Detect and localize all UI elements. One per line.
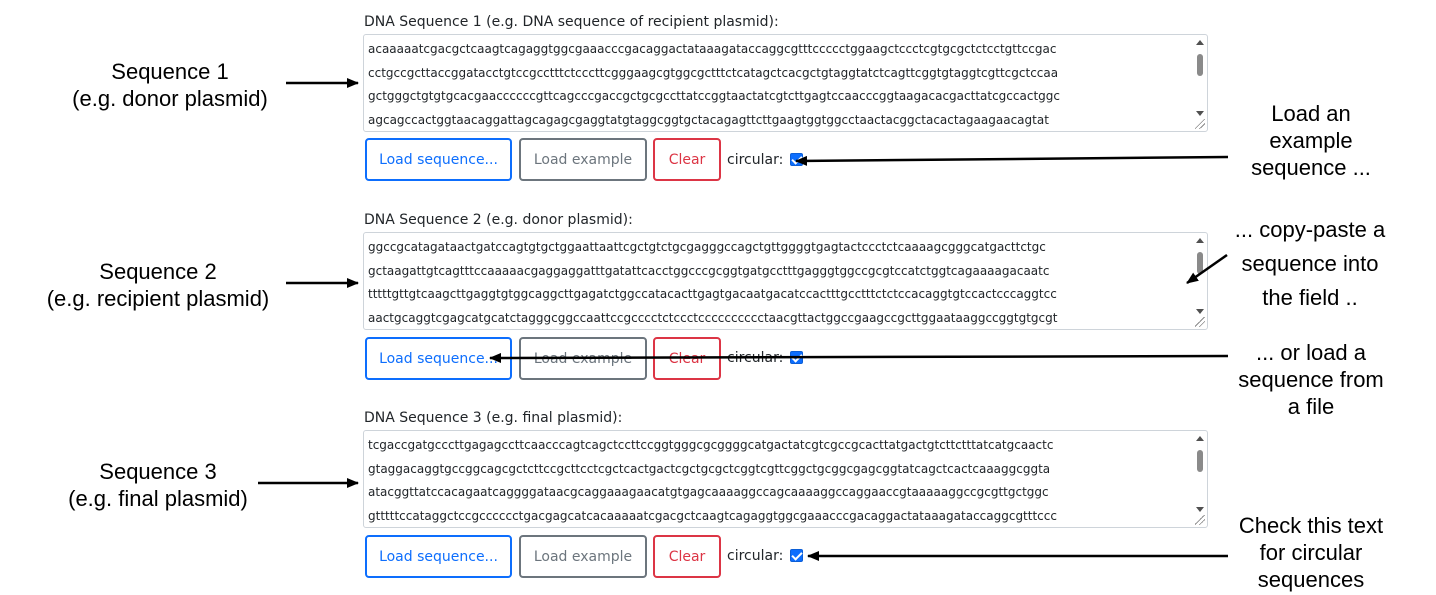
sequence-3-line: tcgaccgatgcccttgagagccttcaacccagtcagctcc… <box>368 438 1054 452</box>
arrow-copy-paste <box>1186 253 1228 285</box>
annotation-sequence-1: Sequence 1 (e.g. donor plasmid) <box>72 59 268 111</box>
arrow-load-file <box>489 352 1229 363</box>
sequence-3-clear-button[interactable]: Clear <box>653 535 721 578</box>
sequence-2-scrollbar[interactable] <box>1194 234 1206 328</box>
sequence-3-line: atacggttatccacagaatcaggggataacgcaggaaaga… <box>368 485 1049 500</box>
sequence-1-line: gctgggctgtgtgcacgaaccccccgttcagcccgaccgc… <box>368 89 1060 104</box>
scroll-thumb[interactable] <box>1197 54 1203 76</box>
annotation-sequence-2: Sequence 2 (e.g. recipient plasmid) <box>46 259 270 311</box>
sequence-1-line: cctgccgcttaccggatacctgtccgcctttctcccttcg… <box>368 65 1059 80</box>
sequence-3-textarea[interactable]: tcgaccgatgcccttgagagccttcaacccagtcagctcc… <box>363 430 1208 528</box>
scroll-up-icon[interactable] <box>1196 40 1204 45</box>
sequence-3-label: DNA Sequence 3 (e.g. final plasmid): <box>364 410 623 426</box>
resize-grip-icon[interactable] <box>1195 317 1205 327</box>
sequence-2-line: gctaagattgtcagtttccaaaaacgaggaggatttgata… <box>368 263 1050 278</box>
resize-grip-icon[interactable] <box>1195 515 1205 525</box>
arrow-load-example <box>795 155 1229 166</box>
sequence-3-line: gtaggacaggtgccggcagcgctcttccgcttcctcgctc… <box>368 461 1051 476</box>
scroll-down-icon[interactable] <box>1196 309 1204 314</box>
annotation-load-file: ... or load a sequence from a file <box>1238 340 1384 419</box>
annotation-copy-paste: ... copy-paste a sequence into the field .… <box>1234 217 1386 310</box>
sequence-3-circular-checkbox[interactable] <box>790 549 803 562</box>
resize-grip-icon[interactable] <box>1195 119 1205 129</box>
sequence-2-textarea[interactable]: ggccgcatagataactgatccagtgtgctggaattaattc… <box>363 232 1208 330</box>
annotation-sequence-3: Sequence 3 (e.g. final plasmid) <box>68 459 248 511</box>
annotation-circular: Check this text for circular sequences <box>1238 513 1384 592</box>
sequence-2-line: ggccgcatagataactgatccagtgtgctggaattaattc… <box>368 240 1046 254</box>
sequence-1-label: DNA Sequence 1 (e.g. DNA sequence of rec… <box>364 14 779 30</box>
sequence-1-circular-label: circular: <box>727 152 784 168</box>
sequence-2-line: tttttgttgtcaagcttgaggtgtggcaggcttgagatct… <box>368 287 1057 302</box>
sequence-3-scrollbar[interactable] <box>1194 432 1206 526</box>
scroll-up-icon[interactable] <box>1196 238 1204 243</box>
sequence-1-load-sequence-button[interactable]: Load sequence... <box>365 138 512 181</box>
scroll-down-icon[interactable] <box>1196 507 1204 512</box>
annotation-load-example: Load an example sequence ... <box>1251 101 1371 180</box>
sequence-1-load-example-button[interactable]: Load example <box>519 138 647 181</box>
sequence-3-load-sequence-button[interactable]: Load sequence... <box>365 535 512 578</box>
sequence-1-clear-button[interactable]: Clear <box>653 138 721 181</box>
sequence-2-load-sequence-button[interactable]: Load sequence... <box>365 337 512 380</box>
sequence-1-line: acaaaaatcgacgctcaagtcagaggtggcgaaacccgac… <box>368 42 1057 56</box>
scroll-down-icon[interactable] <box>1196 111 1204 116</box>
sequence-1-textarea[interactable]: acaaaaatcgacgctcaagtcagaggtggcgaaacccgac… <box>363 34 1208 132</box>
sequence-3-line: gtttttccataggctccgcccccctgacgagcatcacaaa… <box>368 508 1057 523</box>
scroll-up-icon[interactable] <box>1196 436 1204 441</box>
sequence-1-scrollbar[interactable] <box>1194 36 1206 130</box>
sequence-3-load-example-button[interactable]: Load example <box>519 535 647 578</box>
scroll-thumb[interactable] <box>1197 252 1203 274</box>
sequence-2-label: DNA Sequence 2 (e.g. donor plasmid): <box>364 212 633 228</box>
sequence-2-line: aactgcaggtcgagcatgcatctagggcggccaattccgc… <box>368 310 1058 325</box>
scroll-thumb[interactable] <box>1197 450 1203 472</box>
sequence-3-circular-label: circular: <box>727 548 784 564</box>
sequence-1-line: agcagccactggtaacaggattagcagagcgaggtatgta… <box>368 112 1049 127</box>
